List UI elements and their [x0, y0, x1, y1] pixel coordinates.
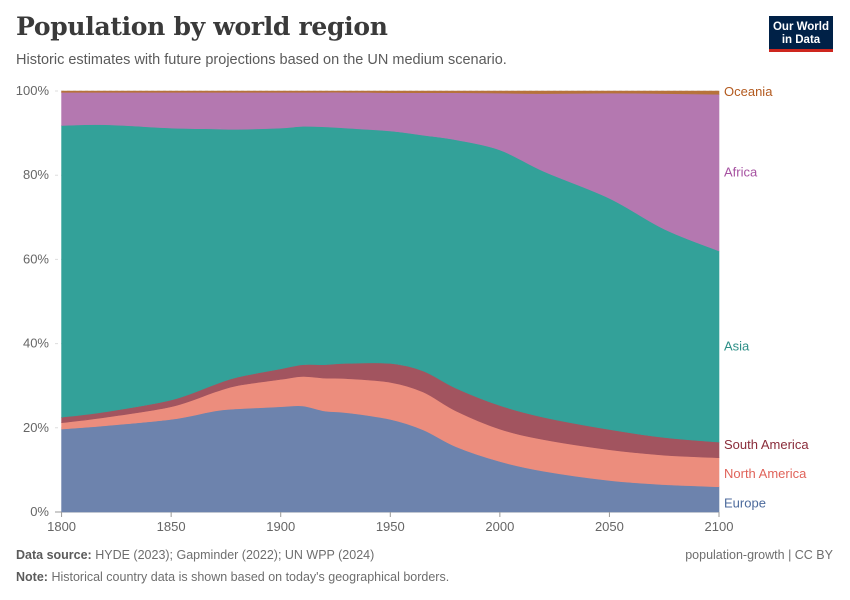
- chart-note: Note: Historical country data is shown b…: [16, 570, 449, 584]
- x-tick-label: 1950: [376, 519, 405, 534]
- y-tick-label: 40%: [23, 336, 49, 351]
- y-tick-label: 20%: [23, 420, 49, 435]
- area-oceania: [61, 90, 720, 95]
- data-source-label: Data source:: [16, 548, 92, 562]
- series-label-north-america: North America: [724, 466, 807, 481]
- chart-subtitle: Historic estimates with future projectio…: [16, 52, 507, 68]
- x-tick-label: 2000: [485, 519, 514, 534]
- note-text: Historical country data is shown based o…: [51, 570, 450, 584]
- data-source-text[interactable]: HYDE (2023); Gapminder (2022); UN WPP (2…: [95, 548, 375, 562]
- x-tick-label: 1800: [47, 519, 76, 534]
- logo-line-2: in Data: [781, 33, 821, 46]
- owid-logo[interactable]: Our World in Data: [769, 16, 833, 52]
- x-tick-label: 2050: [595, 519, 624, 534]
- data-source: Data source: HYDE (2023); Gapminder (202…: [16, 548, 374, 562]
- chart-title: Population by world region: [16, 12, 388, 41]
- logo-line-1: Our World: [772, 21, 829, 33]
- series-label-asia: Asia: [724, 339, 750, 354]
- chart-slug-license[interactable]: population-growth | CC BY: [685, 548, 833, 562]
- x-tick-label: 1850: [157, 519, 186, 534]
- y-tick-label: 60%: [23, 251, 49, 266]
- x-tick-label: 1900: [266, 519, 295, 534]
- series-label-africa: Africa: [724, 165, 758, 180]
- series-label-europe: Europe: [724, 495, 766, 510]
- y-tick-label: 100%: [16, 83, 50, 98]
- y-tick-label: 80%: [23, 167, 49, 182]
- series-label-oceania: Oceania: [724, 84, 773, 99]
- series-label-south-america: South America: [724, 437, 809, 452]
- y-tick-label: 0%: [30, 504, 49, 519]
- x-tick-label: 2100: [705, 519, 734, 534]
- note-label: Note:: [16, 570, 48, 584]
